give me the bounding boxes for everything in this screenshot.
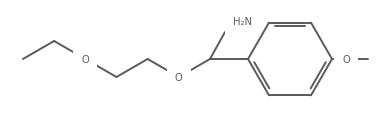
Text: H₂N: H₂N <box>233 17 252 27</box>
Text: O: O <box>342 54 350 64</box>
Text: O: O <box>81 54 89 64</box>
Text: O: O <box>175 72 183 82</box>
